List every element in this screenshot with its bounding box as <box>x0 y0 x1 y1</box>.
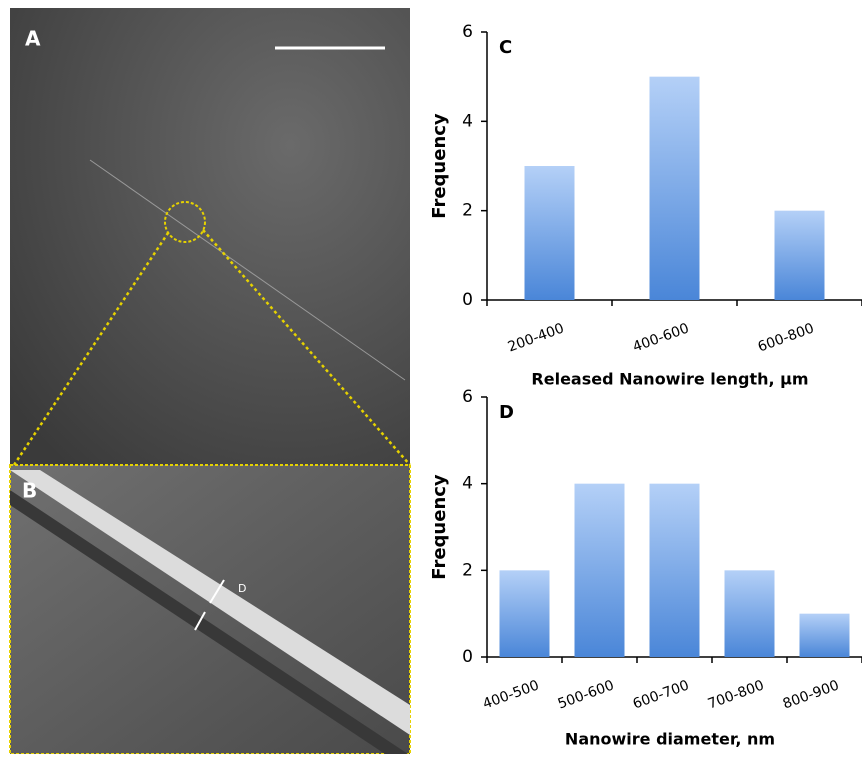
arrow <box>194 611 206 631</box>
y-axis-label: Frequency <box>429 113 450 219</box>
bar <box>499 570 550 657</box>
zoom-line <box>12 232 170 466</box>
panel-label: A <box>25 27 41 51</box>
bar <box>799 613 850 657</box>
panel-label: C <box>499 37 512 58</box>
x-tick-label: 600-700 <box>631 677 691 712</box>
zoom-circle <box>164 201 206 243</box>
panel-label: B <box>22 479 37 503</box>
panel-label: D <box>499 402 514 423</box>
y-tick-label: 6 <box>462 387 473 407</box>
y-tick-label: 2 <box>462 201 473 221</box>
y-tick-label: 0 <box>462 647 473 667</box>
y-tick-label: 4 <box>462 111 473 131</box>
bar <box>724 570 775 657</box>
x-tick-label: 700-800 <box>706 677 766 712</box>
y-tick-label: 6 <box>462 22 473 42</box>
y-tick-label: 4 <box>462 474 473 494</box>
x-tick-label: 400-600 <box>631 320 691 355</box>
y-axis-label: Frequency <box>429 474 450 580</box>
y-tick-label: 2 <box>462 560 473 580</box>
bar <box>774 210 825 300</box>
nanowire-shadow <box>10 490 408 754</box>
x-tick-label: 500-600 <box>556 677 616 712</box>
x-axis-label: Released Nanowire length, µm <box>531 370 808 389</box>
annotation: D <box>238 582 246 595</box>
x-tick-label: 400-500 <box>481 677 541 712</box>
bar <box>649 76 700 301</box>
x-axis-label: Nanowire diameter, nm <box>565 730 775 749</box>
x-tick-label: 800-900 <box>781 677 841 712</box>
bar <box>649 483 700 657</box>
x-tick-label: 200-400 <box>506 320 566 355</box>
arrow <box>209 579 225 604</box>
bar <box>524 166 575 300</box>
bar <box>574 483 625 657</box>
y-tick-label: 0 <box>462 290 473 310</box>
zoom-line <box>202 229 411 466</box>
nanowire <box>89 159 406 381</box>
x-tick-label: 600-800 <box>756 320 816 355</box>
